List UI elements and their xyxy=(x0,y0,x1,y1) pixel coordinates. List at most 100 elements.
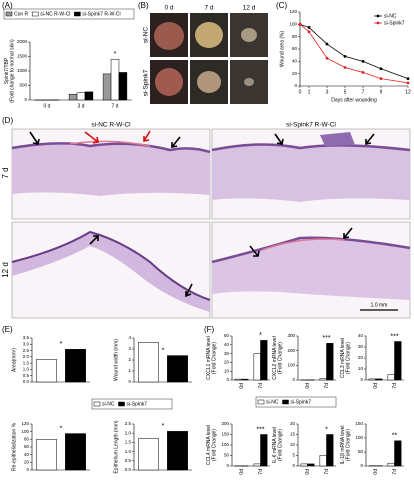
legend-label: si-NC xyxy=(266,399,279,405)
significance: * xyxy=(60,425,63,432)
bar xyxy=(253,353,261,381)
x-tick-label: 7 xyxy=(362,89,365,95)
y-tick-label: 40 xyxy=(292,59,298,64)
y-tick-label: 40 xyxy=(358,333,364,338)
bar xyxy=(138,438,159,471)
legend-swatch xyxy=(118,401,125,407)
bar xyxy=(307,463,315,467)
y-tick-label: 0 xyxy=(226,377,229,382)
bar xyxy=(319,378,327,381)
bar xyxy=(68,93,78,101)
y-axis-label: (Fold change to normal skin) xyxy=(9,39,15,103)
histology-row-label: 12 d xyxy=(1,262,10,278)
y-tick-label: 50 xyxy=(224,453,230,458)
point xyxy=(361,71,365,74)
significance: * xyxy=(60,341,63,348)
y-tick-label: 60 xyxy=(24,444,30,449)
tissue xyxy=(12,143,210,196)
x-tick-label: 0d xyxy=(239,469,245,475)
legend-swatch xyxy=(31,11,39,17)
y-tick-label: 2.0 xyxy=(23,354,30,359)
legend-label: si-Spink7 R-W-Cl xyxy=(82,11,120,17)
y-tick-label: 40 xyxy=(24,452,30,457)
y-tick-label: 4 xyxy=(128,335,131,340)
wound xyxy=(154,22,184,50)
bar xyxy=(394,341,402,381)
y-tick-label: 2.5 xyxy=(125,421,132,426)
y-axis-label: Spink7/TBP xyxy=(4,57,10,84)
y-axis-label: IL-6 mRNA level xyxy=(272,427,278,463)
x-tick-label: 0d xyxy=(373,383,379,389)
y-tick-label: 150 xyxy=(355,421,363,426)
tissue xyxy=(212,144,410,202)
point xyxy=(307,30,311,34)
bar xyxy=(65,349,86,383)
panel-label: (A) xyxy=(2,1,13,10)
legend-label: si-Spink7 xyxy=(291,399,312,405)
panel-label: (D) xyxy=(2,116,13,125)
y-axis-label: (Fold Change) xyxy=(277,342,283,374)
y-tick-label: 100 xyxy=(221,442,229,447)
y-tick-label: 1.0 xyxy=(23,367,30,372)
x-tick-label: 0d xyxy=(305,469,311,475)
y-tick-label: 0.0 xyxy=(125,467,132,472)
point xyxy=(343,55,347,58)
y-tick-label: 10 xyxy=(358,366,364,371)
legend-swatch xyxy=(93,401,101,407)
histology-image xyxy=(11,221,211,319)
legend-marker xyxy=(376,14,380,18)
x-tick-label: 9 xyxy=(380,89,383,95)
y-tick-label: 300 xyxy=(287,333,295,338)
y-tick-label: 0 xyxy=(292,463,295,468)
y-tick-label: 80 xyxy=(292,34,298,39)
point xyxy=(343,66,347,69)
y-tick-label: 20 xyxy=(292,71,298,76)
y-tick-label: 0 xyxy=(360,377,363,382)
y-axis-label: (Fold Change) xyxy=(345,342,351,374)
wound xyxy=(155,68,183,96)
point xyxy=(406,77,410,80)
y-tick-label: 2.5 xyxy=(23,348,30,353)
y-tick-label: 1 xyxy=(128,368,131,373)
photo-row-label: si-Spink7 xyxy=(143,69,150,96)
legend-label: Con R xyxy=(14,11,29,17)
histology-grid: si-NC R-W-Cl si-Spink7 R-W-Cl 7 d 12 d xyxy=(1,122,411,319)
bar xyxy=(253,463,261,467)
bar xyxy=(300,463,308,467)
y-axis-label: IL-1β mRNA level xyxy=(340,426,346,465)
bar xyxy=(394,440,402,467)
bar xyxy=(326,434,334,467)
bar xyxy=(375,378,383,381)
y-tick-label: 30 xyxy=(358,344,364,349)
bar xyxy=(167,355,188,383)
y-tick-label: 3.0 xyxy=(23,341,30,346)
y-axis-label: (Fold Change) xyxy=(345,429,351,461)
y-tick-label: 0 xyxy=(360,463,363,468)
significance: ** xyxy=(392,433,398,440)
legend-swatch xyxy=(282,399,289,405)
y-tick-label: 100 xyxy=(289,22,297,27)
legend-box xyxy=(3,8,135,20)
x-tick-label: 5 xyxy=(344,89,347,95)
y-tick-label: 3.5 xyxy=(23,335,30,340)
x-tick-label: 7d xyxy=(392,469,398,475)
y-tick-label: 0 xyxy=(128,379,131,384)
bar xyxy=(260,434,268,467)
y-tick-label: 200 xyxy=(287,348,295,353)
bar xyxy=(167,431,188,471)
bar xyxy=(36,439,57,471)
bar xyxy=(368,378,376,381)
y-axis-label: Epithelium Length (mm) xyxy=(113,420,119,473)
x-tick-label: 3 d xyxy=(78,103,85,109)
histology-row-label: 7 d xyxy=(1,167,10,178)
y-tick-label: 50 xyxy=(358,449,364,454)
bar xyxy=(326,343,334,381)
x-tick-label: 0 d xyxy=(44,103,51,109)
point xyxy=(379,77,383,80)
panel-label: (B) xyxy=(138,1,149,10)
y-tick-label: 0 xyxy=(26,467,29,472)
point xyxy=(361,59,365,63)
photo-column-label: 12 d xyxy=(243,5,256,12)
y-tick-label: 120 xyxy=(21,421,29,426)
